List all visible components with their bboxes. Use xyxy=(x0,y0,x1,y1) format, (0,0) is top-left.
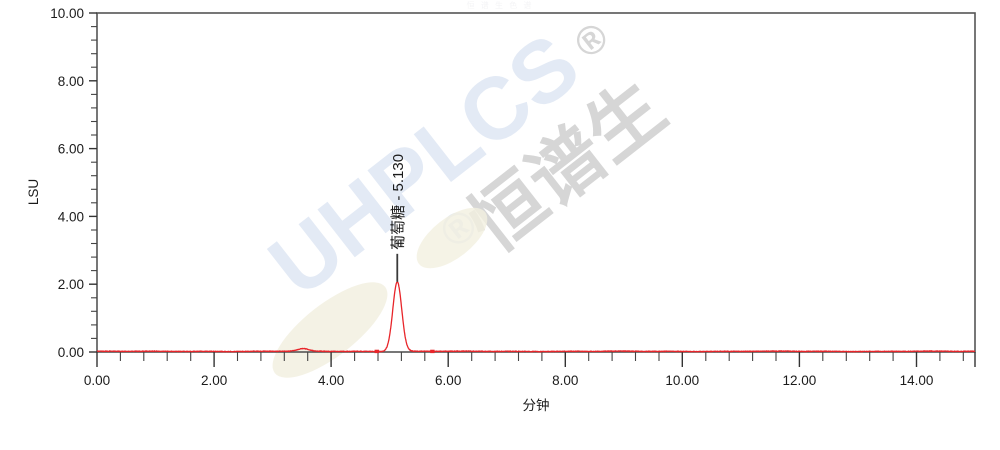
plot-frame xyxy=(96,12,976,353)
integration-marker xyxy=(430,349,435,354)
x-tick-label: 14.00 xyxy=(900,373,934,388)
x-tick-label: 8.00 xyxy=(552,373,578,388)
x-tick-label: 10.00 xyxy=(665,373,699,388)
y-axis-group: 10.00 8.00 6.00 4.00 2.00 0.00 LSU xyxy=(26,6,97,360)
watermark-group: UHPLCS ® 恒谱生 ® xyxy=(251,14,680,378)
y-tick-label: 6.00 xyxy=(58,142,84,157)
y-tick-label: 4.00 xyxy=(58,209,84,224)
x-tick-label: 12.00 xyxy=(783,373,817,388)
y-tick-label: 8.00 xyxy=(58,74,84,89)
y-tick-label: 0.00 xyxy=(58,345,84,360)
y-minor-ticks xyxy=(91,26,97,339)
watermark-brand-registered-icon: ® xyxy=(566,14,616,67)
x-tick-label: 4.00 xyxy=(318,373,344,388)
faint-header-text: 恒 谱 生 色 谱 xyxy=(467,0,534,10)
y-axis-title: LSU xyxy=(26,179,41,205)
x-axis-title: 分钟 xyxy=(523,397,550,413)
peak-label-text: 葡萄糖 - 5.130 xyxy=(390,154,407,250)
x-minor-ticks xyxy=(119,352,964,361)
peak-annotation-group: 葡萄糖 - 5.130 xyxy=(390,154,407,282)
y-tick-label: 10.00 xyxy=(50,6,84,21)
x-tick-label: 0.00 xyxy=(84,373,110,388)
integration-marker xyxy=(374,349,379,354)
y-tick-label: 2.00 xyxy=(58,277,84,292)
x-tick-label: 6.00 xyxy=(435,373,461,388)
x-tick-label: 2.00 xyxy=(201,373,227,388)
x-axis-group: 0.00 2.00 4.00 6.00 8.00 10.00 12.00 14.… xyxy=(84,352,976,413)
chromatogram-trace xyxy=(96,281,976,353)
integration-markers xyxy=(374,349,435,354)
watermark-wash-left xyxy=(272,282,388,378)
watermark-wash-right xyxy=(416,207,488,269)
